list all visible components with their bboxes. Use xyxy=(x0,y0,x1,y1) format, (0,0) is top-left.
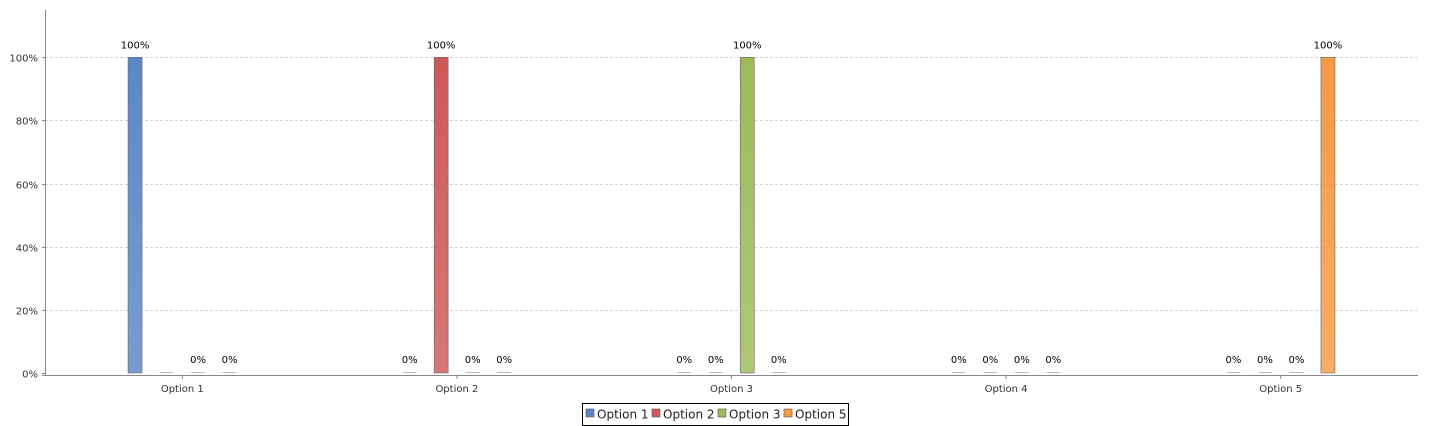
data-label: 0% xyxy=(1045,355,1061,366)
data-label: 0% xyxy=(982,355,998,366)
bar xyxy=(127,57,143,374)
data-label: 0% xyxy=(496,355,512,366)
data-label: 0% xyxy=(1257,355,1273,366)
gridlines xyxy=(45,57,1418,311)
bar xyxy=(739,57,755,374)
data-label: 100% xyxy=(733,40,762,51)
data-label: 0% xyxy=(465,355,481,366)
y-tick-label: 0% xyxy=(22,370,38,381)
legend-label: Option 5 xyxy=(795,408,847,422)
data-label: 100% xyxy=(1314,40,1343,51)
data-label: 100% xyxy=(121,40,150,51)
legend-swatch xyxy=(585,408,595,418)
data-label: 0% xyxy=(676,355,692,366)
data-label: 0% xyxy=(1289,355,1305,366)
x-tick-label: Option 3 xyxy=(710,384,753,395)
data-label: 0% xyxy=(402,355,418,366)
y-tick-label: 100% xyxy=(9,54,38,65)
data-label: 0% xyxy=(771,355,787,366)
legend-label: Option 2 xyxy=(663,408,715,422)
legend-swatch xyxy=(717,408,727,418)
x-tick-label: Option 1 xyxy=(161,384,204,395)
data-label: 0% xyxy=(190,355,206,366)
data-label: 0% xyxy=(1226,355,1242,366)
data-label: 0% xyxy=(951,355,967,366)
y-tick-label: 20% xyxy=(16,307,38,318)
x-tick-label: Option 5 xyxy=(1259,384,1302,395)
legend-swatch xyxy=(651,408,661,418)
data-label: 0% xyxy=(222,355,238,366)
y-tick-label: 80% xyxy=(16,117,38,128)
y-tick-label: 60% xyxy=(16,181,38,192)
x-tick-label: Option 4 xyxy=(985,384,1028,395)
legend-label: Option 3 xyxy=(729,408,781,422)
y-tick-label: 40% xyxy=(16,244,38,255)
x-tick-label: Option 2 xyxy=(435,384,478,395)
legend-swatch xyxy=(783,408,793,418)
bar xyxy=(1320,57,1336,374)
data-label: 0% xyxy=(1014,355,1030,366)
legend-label: Option 1 xyxy=(597,408,649,422)
legend: Option 1 Option 2 Option 3 Option 5 xyxy=(582,403,849,426)
bar xyxy=(433,57,449,374)
data-label: 100% xyxy=(427,40,456,51)
data-label: 0% xyxy=(708,355,724,366)
